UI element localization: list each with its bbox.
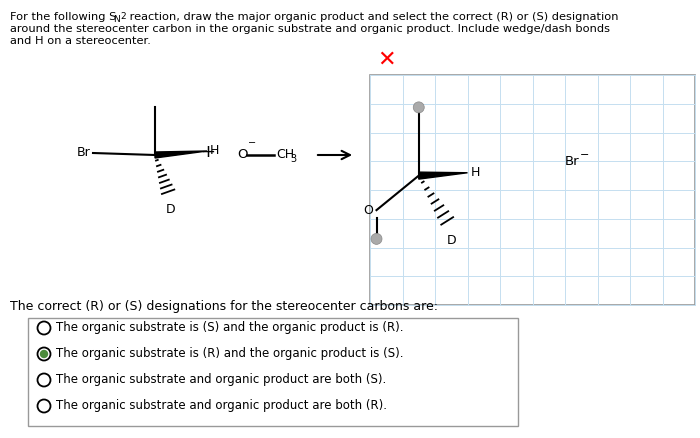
Text: O: O	[363, 204, 374, 217]
Text: The organic substrate and organic product are both (S).: The organic substrate and organic produc…	[56, 374, 386, 386]
Text: D: D	[447, 234, 456, 247]
Circle shape	[38, 347, 50, 360]
Text: O: O	[237, 148, 247, 162]
Text: around the stereocenter carbon in the organic substrate and organic product. Inc: around the stereocenter carbon in the or…	[10, 24, 610, 34]
Circle shape	[38, 374, 50, 386]
Circle shape	[371, 233, 382, 244]
Circle shape	[413, 102, 424, 113]
Text: For the following S: For the following S	[10, 12, 116, 22]
Text: The organic substrate is (R) and the organic product is (S).: The organic substrate is (R) and the org…	[56, 347, 403, 360]
Bar	[28, 318, 518, 426]
Text: reaction, draw the major organic product and select the correct (R) or (S) desig: reaction, draw the major organic product…	[126, 12, 619, 22]
Text: −: −	[580, 150, 589, 160]
Text: ✕: ✕	[377, 50, 395, 70]
Text: 2: 2	[120, 12, 125, 21]
Polygon shape	[155, 151, 207, 158]
Text: The organic substrate is (S) and the organic product is (R).: The organic substrate is (S) and the org…	[56, 321, 403, 335]
Text: N: N	[113, 15, 120, 24]
Text: −: −	[248, 138, 256, 148]
Text: and H on a stereocenter.: and H on a stereocenter.	[10, 36, 151, 46]
Circle shape	[38, 321, 50, 335]
Text: H: H	[210, 145, 219, 158]
Circle shape	[38, 399, 50, 413]
Text: H: H	[470, 166, 480, 179]
Circle shape	[41, 350, 48, 357]
Polygon shape	[419, 172, 468, 179]
Text: Br: Br	[76, 146, 90, 159]
Text: Br: Br	[565, 155, 580, 168]
Text: D: D	[166, 203, 176, 216]
Text: The organic substrate and organic product are both (R).: The organic substrate and organic produc…	[56, 399, 387, 413]
Text: +: +	[200, 143, 216, 161]
Bar	[370, 75, 695, 305]
Text: CH: CH	[276, 148, 294, 162]
Text: The correct (R) or (S) designations for the stereocenter carbons are:: The correct (R) or (S) designations for …	[10, 300, 438, 313]
Text: 3: 3	[290, 154, 296, 164]
